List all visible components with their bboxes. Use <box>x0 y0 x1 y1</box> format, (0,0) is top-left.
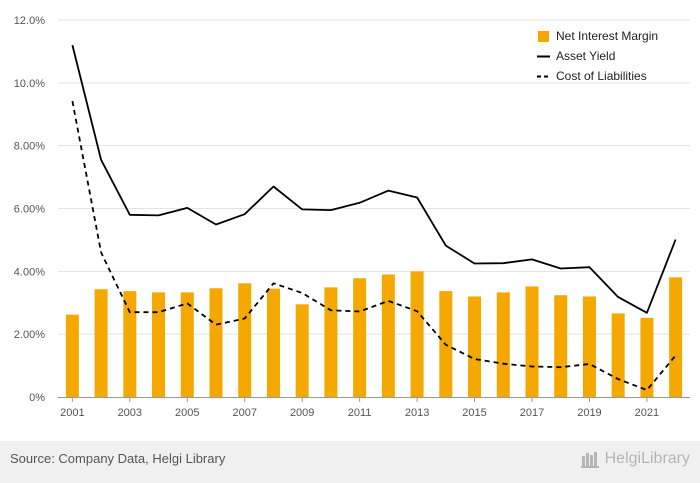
bar <box>209 288 223 397</box>
y-tick-label: 12.0% <box>14 15 45 27</box>
gridlines <box>58 19 690 335</box>
y-tick-label: 4.00% <box>14 266 45 278</box>
bar <box>381 274 395 397</box>
bar <box>353 278 367 397</box>
y-tick-label: 2.00% <box>14 329 45 341</box>
bar <box>640 317 654 397</box>
bar <box>468 296 482 397</box>
x-tick-label: 2003 <box>118 407 142 419</box>
line-cost-of-liabilities <box>71 100 677 391</box>
x-tick-label: 2011 <box>348 407 372 419</box>
x-tick-label: 2005 <box>175 407 199 419</box>
line-asset-yield <box>71 44 677 314</box>
bar-series-net-interest-margin <box>65 271 683 397</box>
line-series <box>71 44 677 391</box>
legend: Net Interest Margin Asset Yield Cost of Li… <box>537 29 658 83</box>
y-tick-label: 10.0% <box>14 78 45 90</box>
library-icon <box>580 452 599 468</box>
bar <box>180 292 194 397</box>
bar <box>324 287 338 397</box>
bar <box>669 277 683 397</box>
chart: 0%2.00%4.00%6.00%8.00%10.0%12.0% 2001 200… <box>14 15 690 419</box>
bar <box>238 283 252 397</box>
x-tick-label: 2017 <box>520 407 544 419</box>
bar <box>496 292 510 397</box>
bar <box>582 296 596 397</box>
bar <box>410 271 424 397</box>
y-tick-label: 6.00% <box>14 204 45 216</box>
x-tick-label: 2009 <box>290 407 314 419</box>
legend-label: Net Interest Margin <box>556 29 658 43</box>
legend-swatch <box>538 31 549 42</box>
x-tick-label: 2007 <box>232 407 256 419</box>
logo-text: HelgiLibrary <box>604 450 690 467</box>
x-tick-label: 2001 <box>60 407 84 419</box>
legend-label: Asset Yield <box>556 49 615 63</box>
x-tick-label: 2021 <box>635 407 659 419</box>
legend-label: Cost of Liabilities <box>556 69 647 83</box>
x-tick-label: 2013 <box>405 407 429 419</box>
bar <box>525 286 539 397</box>
y-tick-label: 0% <box>29 392 45 404</box>
helgi-library-logo: HelgiLibrary <box>580 448 690 470</box>
bar <box>123 291 137 397</box>
x-tick-label: 2019 <box>577 407 601 419</box>
x-tick-label: 2015 <box>462 407 486 419</box>
bar <box>554 295 568 397</box>
bar <box>94 289 108 397</box>
x-axis <box>58 397 690 402</box>
y-tick-label: 8.00% <box>14 141 45 153</box>
bar <box>152 292 166 397</box>
y-axis-tick-labels: 0% 2.00% 4.00% 6.00% 8.00% 10.0% 12.0% <box>14 15 45 404</box>
bar <box>266 288 280 397</box>
bar <box>295 304 309 397</box>
x-axis-tick-labels: 2001 2003 2005 2007 2009 2011 2013 2015 2017 2019… <box>60 407 659 419</box>
source-note: Source: Company Data, Helgi Library <box>10 451 226 466</box>
bar <box>65 314 79 397</box>
bar <box>611 313 625 397</box>
